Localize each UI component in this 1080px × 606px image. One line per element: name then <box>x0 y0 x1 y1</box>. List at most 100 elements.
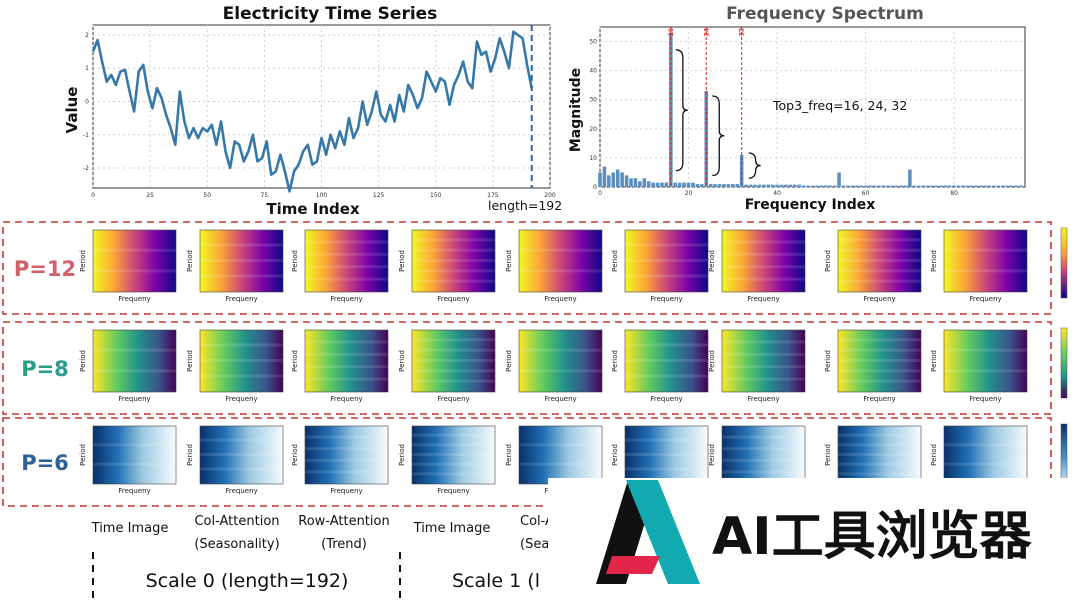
heatmap-stripe <box>944 443 1027 447</box>
heatmap-panel: Frequeny Period <box>824 329 922 403</box>
heatmap-border <box>199 329 284 393</box>
heatmap-stripe <box>200 453 283 456</box>
watermark-text: AI工具浏览器 <box>712 507 1033 567</box>
ts-title: Electricity Time Series <box>223 4 438 24</box>
heatmap-stripe <box>200 359 283 362</box>
heatmap-stripe <box>722 277 805 281</box>
fs-bar <box>894 185 899 187</box>
fs-bar <box>885 185 890 187</box>
fs-bar <box>735 184 740 187</box>
heatmap-panel: Frequeny Period <box>398 229 496 303</box>
fs-bar <box>677 182 682 187</box>
heatmap-panel: Frequeny Period <box>186 229 284 303</box>
fs-bar <box>726 184 731 187</box>
heatmap-row: P=8 Frequeny Period Frequeny Period Frequeny P… <box>2 321 1068 415</box>
heatmap-stripe <box>93 248 176 252</box>
heatmap-stripe <box>838 433 921 437</box>
heatmap-xlabel: Frequeny <box>330 487 362 495</box>
fs-bar <box>868 185 872 187</box>
fs-bracket <box>712 95 725 177</box>
fs-bar <box>899 185 903 187</box>
fs-bar <box>638 181 642 187</box>
heatmap-stripe <box>412 348 495 352</box>
heatmap-row: P=6 Frequeny Period Frequeny Period Frequeny P… <box>2 417 1068 507</box>
heatmap-ylabel: Period <box>824 444 832 466</box>
heatmap-stripe <box>412 462 495 466</box>
heatmap-border <box>304 425 389 485</box>
fs-x-tick: 40 <box>773 190 781 197</box>
heatmap-stripe <box>838 462 921 466</box>
fs-ylabel: Magnitude <box>568 68 584 152</box>
ts-length-annotation: length=192 <box>488 198 562 213</box>
ts-ylabel: Value <box>63 87 81 134</box>
heatmap-stripe <box>93 269 176 273</box>
heatmap-xlabel: Frequeny <box>437 395 469 403</box>
heatmap-stripe <box>838 259 921 262</box>
fs-bar <box>691 182 695 187</box>
fs-xlabel: Frequency Index <box>745 197 876 213</box>
heatmap-xlabel: Frequeny <box>330 295 362 303</box>
heatmap-ylabel: Period <box>708 350 716 372</box>
heatmap-fill <box>722 330 805 392</box>
heatmap-border <box>943 329 1028 393</box>
heatmap-stripe <box>305 340 388 344</box>
heatmap-border <box>411 229 496 293</box>
heatmap-ylabel: Period <box>824 350 832 372</box>
heatmap-stripe <box>944 269 1027 273</box>
heatmap-stripe <box>722 265 805 269</box>
heatmap-stripe <box>722 458 805 462</box>
fs-bar <box>992 185 996 187</box>
heatmap-stripe <box>838 248 921 252</box>
fs-x-tick: 60 <box>862 190 870 197</box>
column-label-line2: (Trend) <box>321 537 367 552</box>
heatmap-ylabel: Period <box>398 250 406 272</box>
fs-x-tick: 20 <box>685 190 693 197</box>
heatmap-stripe <box>305 240 388 244</box>
heatmap-border <box>92 425 177 485</box>
fs-peak-label: 24 <box>703 28 710 36</box>
heatmap-stripe <box>838 279 921 283</box>
heatmap-stripe <box>305 252 388 256</box>
heatmap-panel: Frequeny Period <box>505 229 603 303</box>
heatmap-stripe <box>412 269 495 273</box>
heatmap-fill <box>722 230 805 292</box>
heatmap-ylabel: Period <box>505 444 513 466</box>
column-label-line1: Time Image <box>91 521 169 536</box>
heatmap-ylabel: Period <box>930 444 938 466</box>
fs-bar <box>722 184 726 187</box>
heatmap-panel: Frequeny Period <box>708 229 806 303</box>
heatmap-fill <box>200 330 283 392</box>
heatmap-ylabel: Period <box>824 250 832 272</box>
heatmap-border <box>721 329 806 393</box>
heatmap-ylabel: Period <box>186 444 194 466</box>
fs-bar <box>717 184 722 187</box>
heatmap-stripe <box>625 359 708 362</box>
fs-bar <box>1009 185 1014 187</box>
heatmap-stripe <box>412 338 495 342</box>
scale-0-label: Scale 0 (length=192) <box>146 570 349 592</box>
fs-bar <box>996 185 1001 187</box>
heatmap-stripe <box>838 238 921 242</box>
heatmap-stripe <box>519 462 602 466</box>
heatmap-border <box>92 229 177 293</box>
fs-peak-label: 32 <box>739 28 746 36</box>
heatmap-panel: Frequeny Period <box>930 329 1028 403</box>
heatmap-fill <box>838 330 921 392</box>
fs-bar <box>987 185 992 187</box>
heatmap-border <box>943 229 1028 293</box>
fs-bar <box>801 185 806 187</box>
ts-x-tick: 75 <box>261 192 269 199</box>
heatmap-stripe <box>722 377 805 381</box>
fs-bar <box>775 184 779 187</box>
heatmap-xlabel: Frequeny <box>437 295 469 303</box>
fs-bar <box>841 185 846 187</box>
heatmap-panel: Frequeny Period <box>611 329 709 403</box>
fs-x-tick: 80 <box>950 190 958 197</box>
heatmap-fill <box>305 330 388 392</box>
heatmap-border <box>518 329 603 393</box>
fs-bar <box>602 166 607 187</box>
heatmap-border <box>624 229 709 293</box>
ts-y-tick: 1 <box>85 65 89 72</box>
row-frame <box>2 417 1052 507</box>
